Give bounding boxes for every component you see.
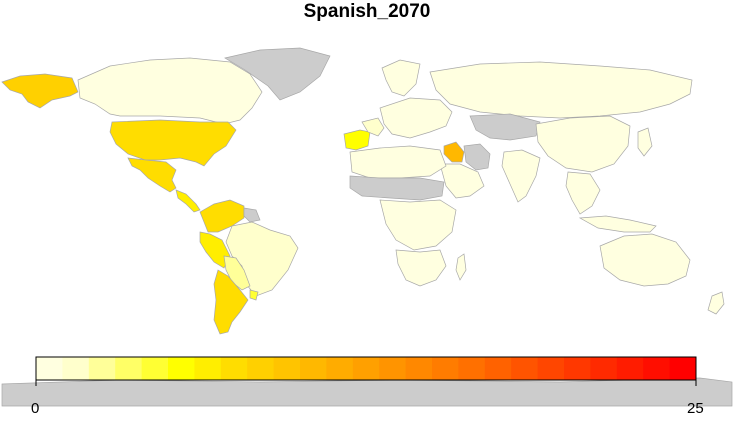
legend-swatch <box>432 357 459 380</box>
region-southeast-asia <box>565 171 601 215</box>
map-title: Spanish_2070 <box>303 1 431 22</box>
region-madagascar <box>455 253 467 281</box>
region-central-asia <box>469 113 541 141</box>
region-guyanas <box>243 207 261 223</box>
legend-swatch <box>458 357 486 380</box>
legend-swatch <box>484 357 512 380</box>
region-sahel <box>349 175 445 201</box>
region-argentina-chile <box>213 269 249 335</box>
region-greenland <box>224 47 331 101</box>
region-europe <box>379 97 453 139</box>
region-brazil <box>225 221 299 297</box>
legend-swatch <box>379 357 407 380</box>
region-colombia-venezuela <box>199 199 245 233</box>
legend-swatch <box>352 357 380 380</box>
legend-max-label: 25 <box>687 400 704 417</box>
region-scandinavia <box>381 59 421 97</box>
region-india <box>501 149 541 203</box>
region-china <box>535 115 631 173</box>
legend-swatch <box>616 357 644 380</box>
region-ecuador-peru <box>199 231 231 269</box>
region-australia <box>599 233 691 287</box>
region-central-africa <box>379 199 457 251</box>
legend-swatch <box>300 357 327 380</box>
legend-swatch <box>669 357 697 380</box>
legend-swatch <box>537 357 565 380</box>
region-mexico <box>127 157 177 193</box>
legend-swatch <box>36 357 63 380</box>
legend-swatch <box>88 357 116 380</box>
legend-swatch <box>273 357 301 380</box>
legend-swatch <box>168 357 195 380</box>
legend-min-label: 0 <box>31 400 40 417</box>
region-bolivia-paraguay <box>223 255 251 291</box>
legend-swatch <box>590 357 618 380</box>
region-antarctica <box>1 377 733 407</box>
legend-border <box>35 356 697 381</box>
legend-swatch <box>141 357 169 380</box>
region-canada <box>77 57 263 125</box>
region-indonesia <box>578 215 657 233</box>
region-united-states <box>109 119 237 167</box>
region-central-america <box>175 189 201 213</box>
land-layer <box>1 47 733 407</box>
legend-swatch <box>247 357 275 380</box>
region-iraq <box>443 141 465 163</box>
region-north-africa <box>349 145 447 179</box>
region-iran <box>463 143 491 171</box>
region-uruguay <box>249 289 259 301</box>
legend-swatch <box>194 357 222 380</box>
region-russia <box>429 61 693 119</box>
region-southern-africa <box>395 249 447 287</box>
region-japan <box>637 127 653 157</box>
legend-swatch <box>511 357 539 380</box>
region-alaska <box>1 73 79 109</box>
legend-swatch <box>405 357 433 380</box>
legend-swatch <box>643 357 671 380</box>
legend-swatch <box>115 357 143 380</box>
region-spain <box>343 129 371 151</box>
legend-swatch <box>62 357 90 380</box>
legend-swatch <box>220 357 248 380</box>
color-legend <box>35 356 697 386</box>
legend-swatch <box>564 357 591 380</box>
legend-swatch <box>326 357 354 380</box>
region-france <box>361 117 385 137</box>
region-new-zealand <box>707 291 725 315</box>
region-arabia <box>439 163 485 199</box>
